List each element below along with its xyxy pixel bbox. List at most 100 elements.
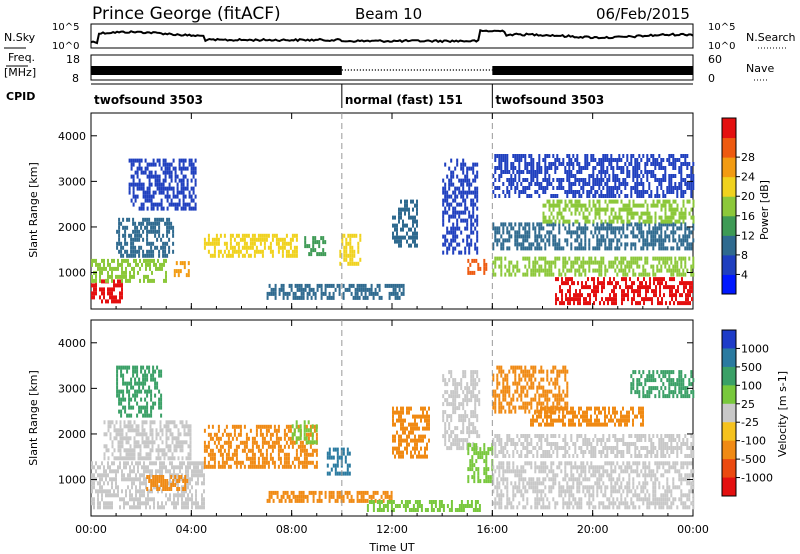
y-tick-label: 4000 bbox=[58, 337, 86, 350]
colorbar-swatch bbox=[722, 274, 736, 295]
echo-region bbox=[203, 424, 318, 469]
freq-tick-bottom: 8 bbox=[72, 72, 79, 85]
colorbar-swatch bbox=[722, 348, 736, 368]
echo-region bbox=[392, 199, 418, 248]
echo-region bbox=[266, 283, 405, 300]
y-tick-label: 3000 bbox=[58, 382, 86, 395]
date-label: 06/Feb/2015 bbox=[596, 5, 690, 23]
echo-region bbox=[392, 406, 430, 459]
echo-region bbox=[116, 365, 163, 418]
cpid-segment-label: twofsound 3503 bbox=[495, 93, 604, 107]
freq-bars bbox=[91, 66, 693, 75]
echo-region bbox=[116, 217, 175, 258]
freq-label-line2: [MHz] bbox=[4, 66, 36, 79]
freq-label-line1: Freq. bbox=[8, 51, 35, 64]
colorbar-swatch bbox=[722, 403, 736, 423]
y-tick-label: 4000 bbox=[58, 130, 86, 143]
nsky-trace bbox=[90, 28, 694, 45]
echo-region bbox=[442, 370, 481, 451]
colorbar-frame bbox=[721, 117, 737, 295]
colorbar-swatch bbox=[722, 422, 736, 442]
colorbar-tick-label: 16 bbox=[741, 210, 755, 223]
velocity-colorbar: 1000 500 100 25 -25 -100 -500 -1000 bbox=[721, 329, 773, 497]
echo-region bbox=[492, 365, 569, 414]
cpid-segment-label: twofsound 3503 bbox=[94, 93, 203, 107]
y-tick-label: 2000 bbox=[58, 428, 86, 441]
echo-region bbox=[203, 233, 298, 258]
colorbar-swatch bbox=[722, 477, 736, 497]
x-tick-label: 20:00 bbox=[577, 523, 609, 536]
colorbar-tick-label: 28 bbox=[741, 151, 755, 164]
plot-title: Prince George (fitACF) bbox=[92, 4, 281, 24]
colorbar-swatch bbox=[722, 196, 736, 217]
velocity-axes: 1000 2000 3000 4000 00:00 04:00 08:00 12:00 16:0… bbox=[58, 320, 709, 536]
nsearch-tick-top: 10^5 bbox=[708, 22, 735, 33]
colorbar-swatch bbox=[722, 254, 736, 275]
velocity-colorbar-label: Velocity [m s-1] bbox=[776, 371, 789, 457]
cpid-segment-label: normal (fast) 151 bbox=[345, 93, 463, 107]
echo-region bbox=[366, 500, 481, 512]
echo-region bbox=[492, 222, 695, 251]
velocity-echoes bbox=[91, 365, 695, 512]
echo-region bbox=[442, 158, 479, 255]
colorbar-tick-label: -100 bbox=[741, 435, 766, 448]
cpid-label: CPID bbox=[6, 90, 35, 103]
echo-region bbox=[492, 434, 695, 458]
cpid-segments: twofsound 3503 normal (fast) 151 twofsound… bbox=[91, 83, 693, 108]
echo-region bbox=[146, 475, 189, 491]
y-tick-label: 3000 bbox=[58, 175, 86, 188]
power-axes: 1000 2000 3000 4000 bbox=[58, 113, 694, 309]
echo-region bbox=[492, 461, 695, 510]
power-y-axis-label: Slant Range [km] bbox=[27, 162, 40, 258]
echo-region bbox=[91, 258, 167, 283]
echo-region bbox=[304, 236, 327, 257]
echo-region bbox=[492, 256, 695, 277]
echo-region bbox=[173, 261, 190, 278]
x-tick-label: 12:00 bbox=[376, 523, 408, 536]
freq-band-twofsound-2 bbox=[492, 66, 693, 75]
echo-region bbox=[492, 154, 695, 198]
colorbar-tick-label: 12 bbox=[741, 229, 755, 242]
power-echoes bbox=[91, 154, 695, 306]
y-tick-label: 1000 bbox=[58, 267, 86, 280]
colorbar-tick-label: 20 bbox=[741, 190, 755, 203]
velocity-y-axis-label: Slant Range [km] bbox=[27, 370, 40, 466]
colorbar-swatch bbox=[722, 235, 736, 256]
echo-region bbox=[339, 233, 362, 266]
freq-tick-top: 18 bbox=[66, 53, 80, 66]
echo-region bbox=[630, 370, 695, 399]
y-tick-label: 1000 bbox=[58, 474, 86, 487]
colorbar-swatch bbox=[722, 137, 736, 158]
colorbar-tick-label: 4 bbox=[741, 268, 748, 281]
colorbar-swatch bbox=[722, 459, 736, 479]
colorbar-tick-label: 25 bbox=[741, 398, 755, 411]
colorbar-swatch bbox=[722, 157, 736, 178]
colorbar-swatch bbox=[722, 215, 736, 236]
velocity-x-axis-label: Time UT bbox=[368, 541, 414, 554]
colorbar-tick-label: 500 bbox=[741, 361, 762, 374]
echo-region bbox=[467, 443, 494, 484]
echo-region bbox=[467, 258, 488, 275]
colorbar-tick-label: 24 bbox=[741, 171, 755, 184]
y-tick-label: 2000 bbox=[58, 221, 86, 234]
colorbar-swatch bbox=[722, 440, 736, 460]
colorbar-swatch bbox=[722, 176, 736, 197]
echo-region bbox=[91, 461, 205, 510]
colorbar-frame bbox=[721, 329, 737, 497]
power-colorbar: 4 8 12 16 20 24 28 bbox=[721, 117, 755, 295]
power-panel bbox=[90, 112, 694, 310]
nsky-tick-top: 10^5 bbox=[52, 22, 79, 33]
colorbar-tick-label: 100 bbox=[741, 379, 762, 392]
beam-label: Beam 10 bbox=[355, 5, 422, 23]
colorbar-tick-label: 1000 bbox=[741, 342, 769, 355]
colorbar-tick-label: -25 bbox=[741, 416, 759, 429]
nave-label: Nave bbox=[746, 62, 774, 75]
nsky-label: N.Sky bbox=[4, 31, 36, 44]
x-tick-label: 00:00 bbox=[677, 523, 709, 536]
freq-band-twofsound-1 bbox=[91, 66, 342, 75]
colorbar-swatch bbox=[722, 118, 736, 139]
nave-tick-bottom: 0 bbox=[708, 72, 715, 85]
x-tick-label: 08:00 bbox=[276, 523, 308, 536]
echo-region bbox=[103, 420, 192, 461]
